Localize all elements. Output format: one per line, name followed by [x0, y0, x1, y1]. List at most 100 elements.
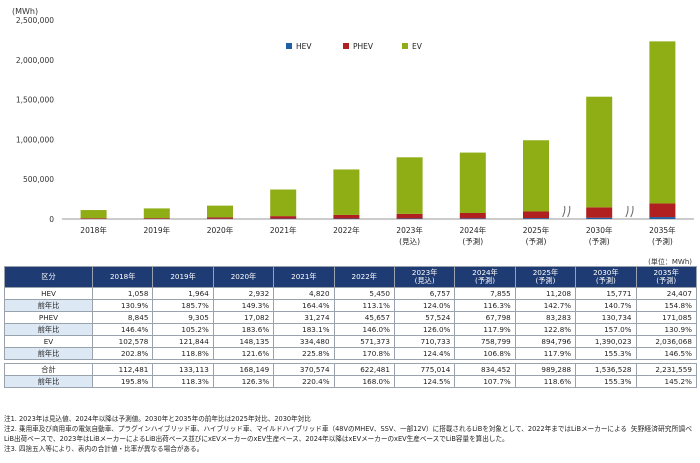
table-cell: 118.6%: [514, 375, 577, 388]
x-tick-label: 2023年: [396, 225, 423, 235]
table-cell: 834,452: [454, 363, 516, 376]
row-label: PHEV: [4, 311, 93, 324]
legend-label-phev: PHEV: [353, 42, 374, 51]
table-cell: 622,481: [333, 363, 395, 376]
x-tick-status: (予測): [652, 236, 673, 246]
header-status: (予測): [475, 276, 496, 285]
header-year: 2021年: [291, 272, 317, 282]
table-header-cell: 2020年: [212, 266, 275, 288]
note-2: 注2. 乗用車及び商用車の電気自動車、プラグインハイブリッド車、ハイブリッド車、…: [4, 425, 628, 433]
table-corner-cell: 区分: [4, 266, 93, 288]
table-cell: 894,796: [514, 335, 577, 348]
x-tick-label: 2025年: [523, 225, 550, 235]
table-cell: 113.1%: [333, 299, 395, 312]
table-cell: 107.7%: [454, 375, 516, 388]
table-row: PHEV 8,845 9,305 17,082 31,274 45,657 57,524 67…: [4, 311, 697, 324]
bar-ev-3: [207, 205, 233, 218]
table-body: HEV 1,058 1,964 2,932 4,820 5,450 6,757 7,855 11…: [4, 287, 697, 388]
note-2-continued: LiB出荷ベースで、2023年はLiBメーカーによるLiB出荷ベース並びにxEV…: [4, 435, 509, 443]
table-cell: 6,757: [393, 287, 456, 300]
table-cell: 758,799: [454, 335, 516, 348]
legend-label-ev: EV: [412, 42, 423, 51]
table-cell: 1,390,023: [575, 335, 637, 348]
bar-hev-6: [396, 218, 423, 219]
bar-phev-1: [80, 218, 107, 219]
table-cell: 17,082: [212, 311, 275, 324]
table-cell: 45,657: [333, 311, 395, 324]
chart-legend: HEV PHEV EV: [286, 42, 423, 51]
table-cell: 2,036,068: [635, 335, 697, 348]
table-cell: 1,964: [152, 287, 214, 300]
bar-phev-9: [586, 207, 613, 218]
table-cell: 124.4%: [393, 347, 456, 360]
row-label: 合計: [4, 363, 93, 376]
table-cell: 118.3%: [152, 375, 214, 388]
table-cell: 116.3%: [454, 299, 516, 312]
table-cell: 170.8%: [333, 347, 395, 360]
bar-phev-7: [459, 212, 486, 219]
note-1: 注1. 2023年は見込値、2024年以降は予測値。2030年と2035年の前年…: [4, 415, 311, 423]
table-cell: 185.7%: [152, 299, 214, 312]
y-tick-label: 2,500,000: [16, 16, 54, 25]
table-cell: 1,536,528: [575, 363, 637, 376]
header-year: 2020年: [230, 272, 257, 282]
x-tick-status: (予測): [589, 236, 610, 246]
table-cell: 57,524: [393, 311, 456, 324]
table-cell: 171,085: [635, 311, 697, 324]
table-cell: 157.0%: [575, 323, 637, 336]
bar-ev-2: [143, 208, 170, 219]
table-unit-label: (単位：MWh): [648, 258, 692, 266]
bar-hev-10: [649, 217, 676, 219]
note-3: 注3. 四捨五入等により、表内の合計値・比率が異なる場合がある。: [4, 445, 204, 453]
table-cell: 202.8%: [91, 347, 154, 360]
table-header-row: 区分 2018年 2019年 2020年 2021年 2022年 2023年 (見込) 202…: [4, 266, 697, 288]
notes: 注1. 2023年は見込値、2024年以降は予測値。2030年と2035年の前年…: [4, 414, 696, 454]
bar-phev-5: [333, 214, 360, 219]
table-cell: 168.0%: [333, 375, 395, 388]
table-cell: 83,283: [514, 311, 577, 324]
y-tick-label: 1,000,000: [16, 135, 54, 144]
header-year: 2035年: [653, 268, 679, 278]
table-cell: 146.0%: [333, 323, 395, 336]
y-tick-label: 1,500,000: [16, 96, 54, 105]
table-cell: 9,305: [152, 311, 214, 324]
table-cell: 155.3%: [575, 347, 637, 360]
bar-group: [80, 41, 676, 219]
table-header-cell: 2021年: [273, 266, 335, 288]
axis-break-mark: [625, 205, 634, 218]
table-cell: 2,231,559: [635, 363, 697, 376]
table-cell: 154.8%: [635, 299, 697, 312]
bar-phev-8: [523, 211, 549, 219]
table-cell: 67,798: [454, 311, 516, 324]
bar-phev-3: [207, 217, 233, 219]
x-tick-label: 2021年: [270, 225, 297, 235]
x-tick-status: (予測): [462, 236, 483, 246]
x-tick-label: 2035年: [649, 225, 676, 235]
row-label: 前年比: [4, 299, 93, 312]
x-tick-label: 2020年: [207, 225, 234, 235]
table-row: 前年比 130.9% 185.7% 149.3% 164.4% 113.1% 124.0% 1…: [4, 299, 697, 312]
table-cell: 122.8%: [514, 323, 577, 336]
x-tick-status: (予測): [526, 236, 547, 246]
table-header-cell: 2030年 (予測): [575, 266, 637, 288]
table-cell: 571,373: [333, 335, 395, 348]
bar-hev-8: [523, 218, 549, 219]
header-status: (予測): [595, 276, 616, 285]
bar-ev-5: [333, 169, 360, 215]
stacked-bar-chart: (MWh) 0 500,000 1,000,000 1,500,000 2,000,00…: [12, 7, 694, 246]
table-cell: 126.3%: [212, 375, 275, 388]
legend-label-hev: HEV: [296, 42, 312, 51]
table-header-cell: 2019年: [152, 266, 214, 288]
table-cell: 183.6%: [212, 323, 275, 336]
header-year: 2018年: [109, 272, 136, 282]
bar-ev-4: [270, 189, 297, 217]
table-cell: 145.2%: [635, 375, 697, 388]
table-cell: 220.4%: [273, 375, 335, 388]
data-table: 区分 2018年 2019年 2020年 2021年 2022年 2023年 (見込) 202…: [4, 266, 697, 388]
header-year: 2025年: [532, 268, 559, 278]
x-tick-label: 2030年: [586, 225, 613, 235]
row-label: EV: [4, 335, 93, 348]
row-label: 前年比: [4, 323, 93, 336]
header-year: 2022年: [351, 272, 377, 282]
table-cell: 225.8%: [273, 347, 335, 360]
